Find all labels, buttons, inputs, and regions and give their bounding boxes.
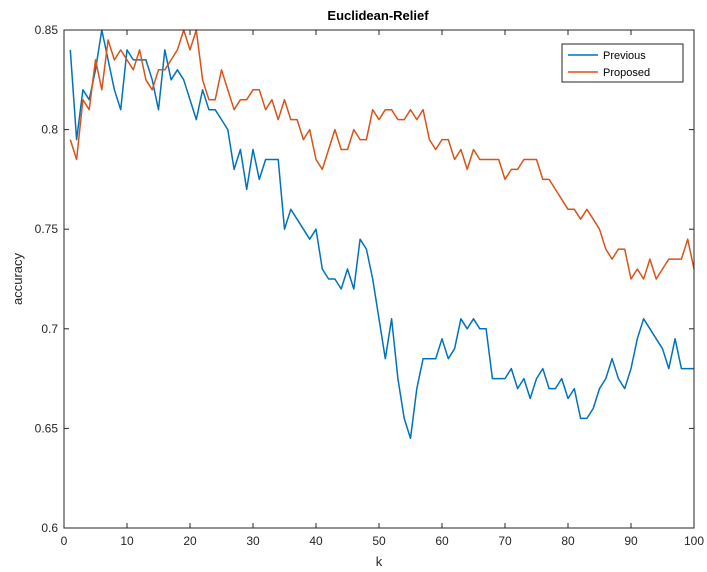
y-tick-label: 0.6 — [41, 521, 58, 535]
legend: Previous Proposed — [561, 43, 684, 83]
x-tick-label: 40 — [309, 534, 323, 548]
y-tick-label: 0.65 — [35, 421, 59, 435]
y-tick-label: 0.85 — [35, 23, 59, 37]
x-tick-label: 0 — [61, 534, 68, 548]
series-line-previous — [69, 29, 694, 440]
x-tick-label: 50 — [372, 534, 386, 548]
y-tick-label: 0.8 — [41, 123, 58, 137]
series-line-proposed — [69, 29, 695, 280]
x-tick-label: 70 — [498, 534, 512, 548]
x-tick-label: 10 — [120, 534, 134, 548]
legend-label-previous: Previous — [603, 50, 646, 62]
y-axis-label: accuracy — [10, 252, 25, 305]
x-tick-label: 20 — [183, 534, 197, 548]
x-tick-label: 30 — [246, 534, 260, 548]
y-axis: 0.6 0.65 0.7 0.75 0.8 0.85 — [35, 23, 694, 535]
plot-area — [64, 30, 694, 528]
series-layer — [69, 29, 695, 440]
x-axis-label: k — [376, 554, 383, 569]
x-tick-label: 80 — [561, 534, 575, 548]
y-tick-label: 0.7 — [41, 322, 58, 336]
x-tick-label: 90 — [624, 534, 638, 548]
legend-box — [561, 43, 684, 83]
x-tick-label: 100 — [684, 534, 704, 548]
x-axis: 0 10 20 30 40 50 60 70 80 90 100 — [61, 30, 704, 548]
x-tick-label: 60 — [435, 534, 449, 548]
chart-title: Euclidean-Relief — [327, 8, 429, 23]
legend-label-proposed: Proposed — [603, 67, 650, 79]
y-tick-label: 0.75 — [35, 222, 59, 236]
